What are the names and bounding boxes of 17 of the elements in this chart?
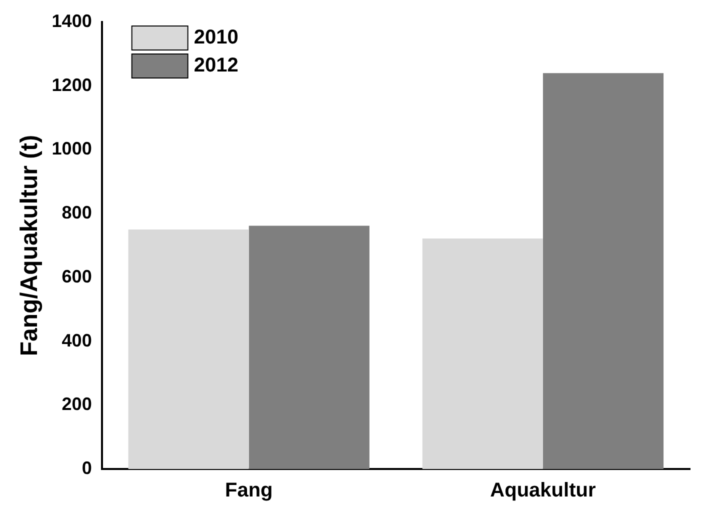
y-tick-label: 1400 [52,10,92,31]
bar [248,226,370,469]
bar [128,230,249,469]
y-axis-title: Fang/Aquakultur (t) [16,134,44,356]
x-tick-label: Fang [224,480,273,502]
y-tick-label: 800 [62,202,92,223]
y-tick-label: 600 [62,266,92,286]
y-tick-label: 400 [62,330,92,350]
bar [422,238,543,469]
y-tick-label: 0 [82,458,92,478]
y-tick-label: 1200 [52,74,92,95]
y-tick-label: 200 [62,394,92,414]
x-tick-label: Aquakultur [490,480,596,502]
legend-label: 2012 [194,54,238,77]
bar [542,73,664,469]
y-tick-label: 1000 [52,138,92,159]
legend-label: 2010 [194,26,238,49]
